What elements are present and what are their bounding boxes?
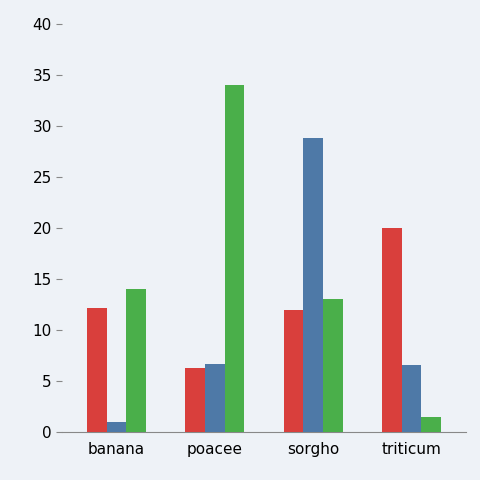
Bar <box>87 308 107 432</box>
Bar <box>303 138 323 432</box>
Bar <box>185 368 205 432</box>
Bar <box>284 310 303 432</box>
Bar <box>205 364 225 432</box>
Bar <box>225 85 244 432</box>
Bar <box>126 289 146 432</box>
Bar <box>402 365 421 432</box>
Bar <box>323 300 343 432</box>
Bar <box>421 417 441 432</box>
Bar <box>382 228 402 432</box>
Bar <box>107 422 126 432</box>
